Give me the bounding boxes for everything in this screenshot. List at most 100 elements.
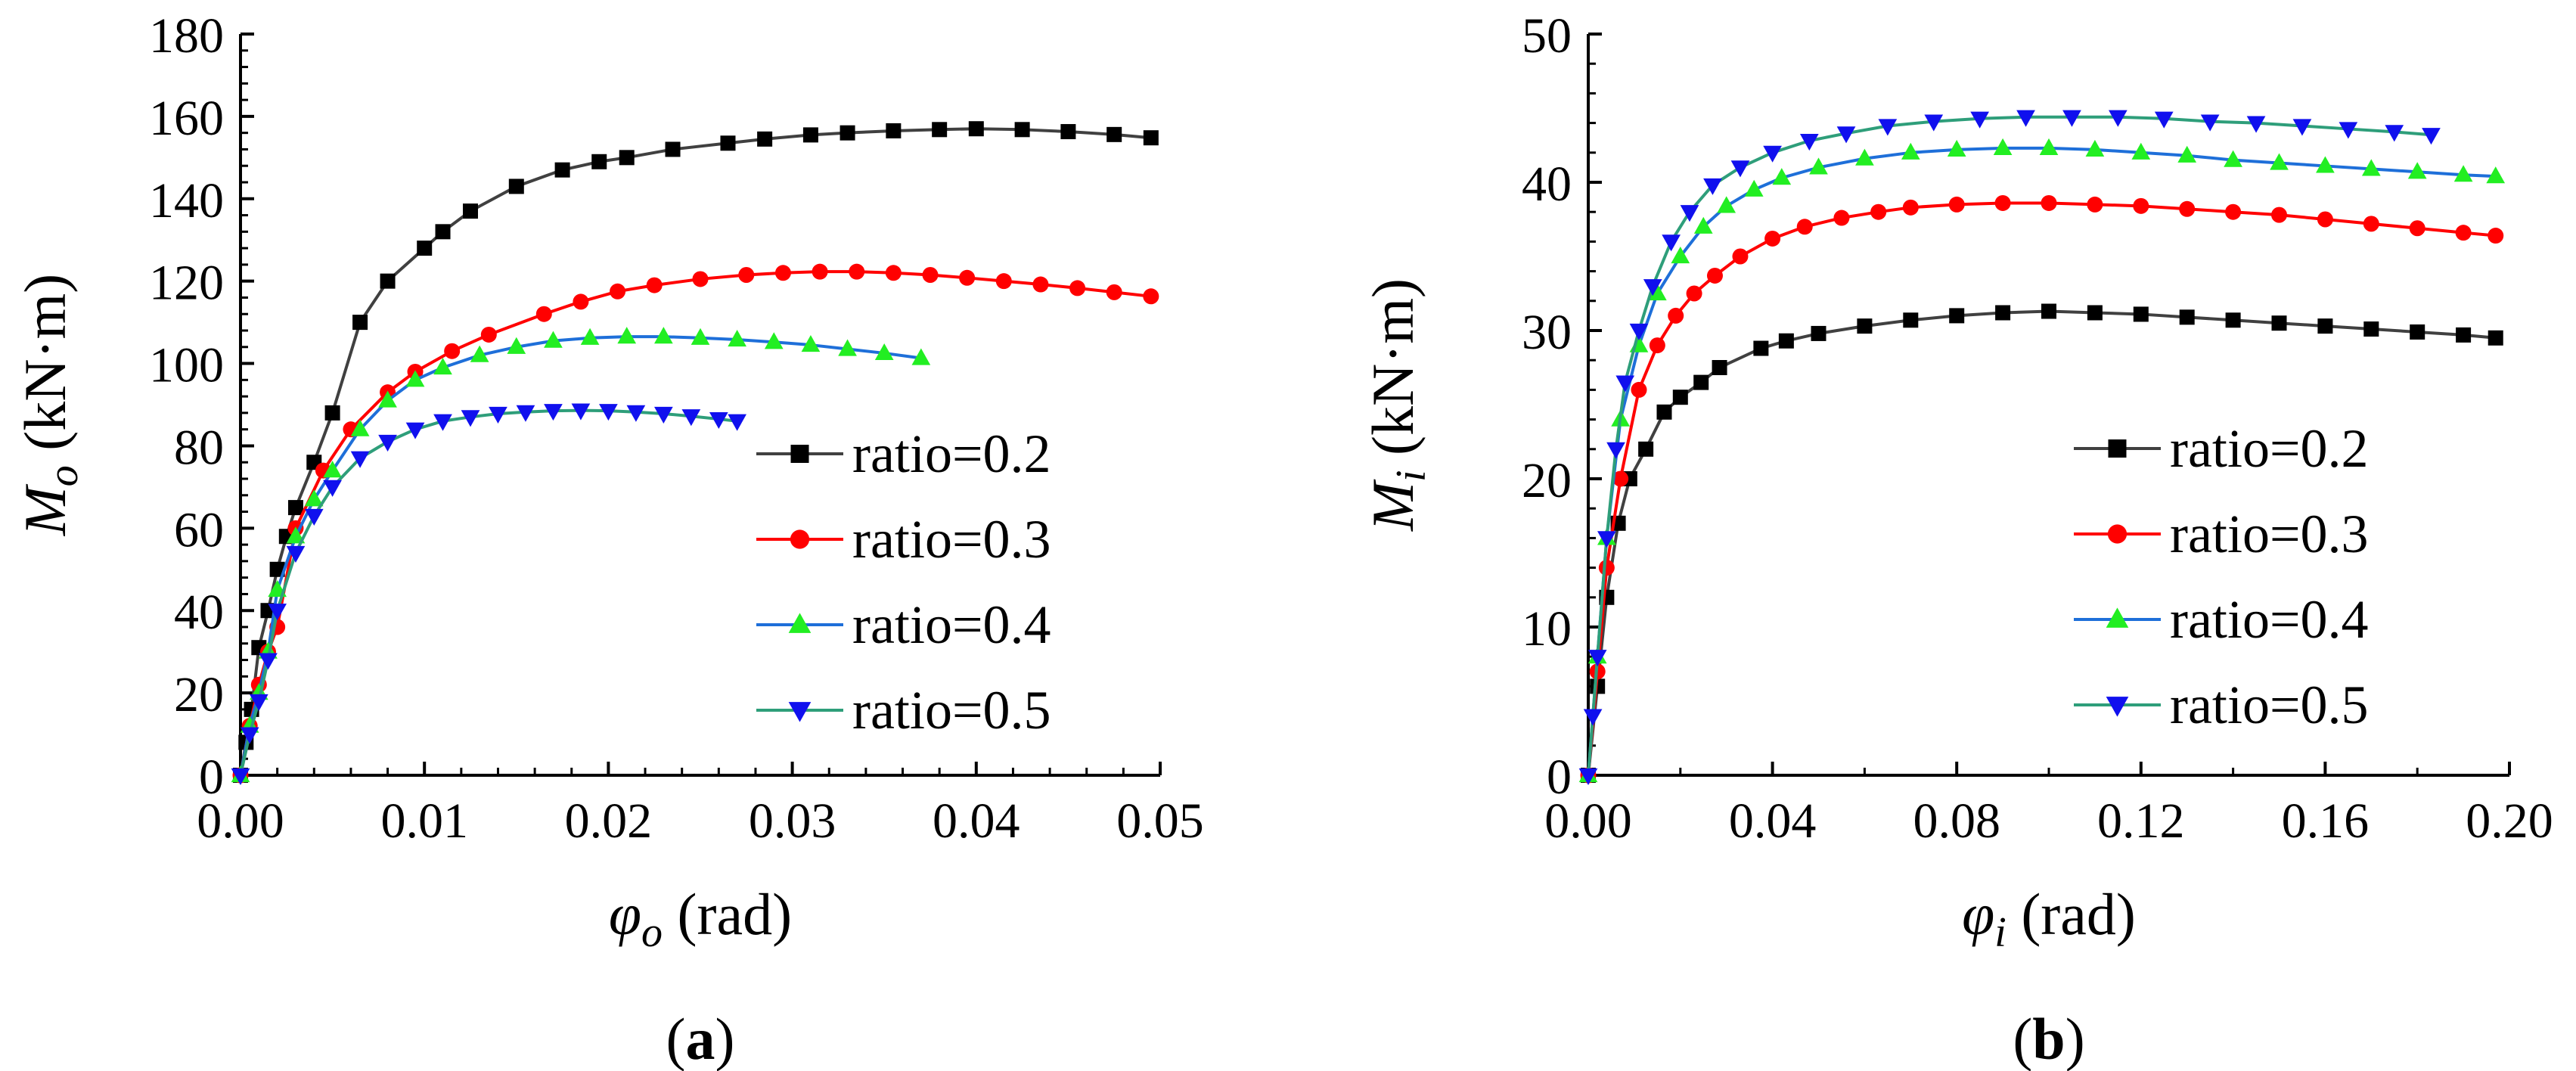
data-point <box>2154 111 2174 129</box>
data-point <box>1649 337 1665 354</box>
data-point <box>2179 309 2195 325</box>
data-point <box>231 768 250 785</box>
data-point <box>886 123 902 138</box>
legend-label: ratio=0.4 <box>2170 589 2369 650</box>
data-point <box>709 411 728 430</box>
data-point <box>535 306 552 322</box>
y-tick-label: 60 <box>174 502 224 557</box>
data-point <box>2133 197 2149 214</box>
legend-label: ratio=0.2 <box>2170 418 2369 479</box>
data-point <box>1833 210 1850 226</box>
data-point <box>2363 216 2379 232</box>
legend-label: ratio=0.5 <box>852 680 1051 740</box>
legend-marker <box>2106 607 2129 628</box>
y-tick-label: 40 <box>174 585 224 640</box>
data-point <box>1809 157 1828 175</box>
data-point <box>1763 145 1782 163</box>
y-tick-label: 30 <box>1522 305 1572 360</box>
data-point <box>692 271 709 287</box>
data-point <box>1717 196 1736 213</box>
data-point <box>874 343 894 361</box>
data-point <box>405 370 425 387</box>
series-ratio=0.4 <box>231 327 931 783</box>
data-point <box>2087 305 2103 321</box>
data-point <box>573 293 589 310</box>
legend: ratio=0.2 ratio=0.3 ratio=0.4 ratio=0.5 <box>2074 418 2369 735</box>
data-point <box>720 135 736 151</box>
data-point <box>1764 230 1781 247</box>
data-point <box>470 345 489 362</box>
data-point <box>433 358 452 375</box>
data-point <box>1948 196 1965 213</box>
data-point <box>1744 179 1764 197</box>
data-point <box>2316 156 2335 173</box>
data-point <box>2409 220 2425 237</box>
data-point <box>1143 130 1159 146</box>
data-point <box>1615 375 1635 393</box>
data-point <box>463 203 478 219</box>
data-point <box>2177 145 2197 163</box>
data-point <box>1857 318 1873 334</box>
y-tick-label: 20 <box>1522 453 1572 508</box>
data-point <box>2410 324 2425 340</box>
y-axis-label: Mi (kN·m) <box>1360 278 1435 532</box>
data-point <box>691 328 710 345</box>
data-point <box>610 283 626 300</box>
data-point <box>1993 138 2013 156</box>
data-point <box>1106 284 1122 300</box>
data-point <box>1712 360 1727 375</box>
data-point <box>2246 116 2266 133</box>
data-point <box>544 404 563 421</box>
y-tick-label: 0 <box>1547 750 1572 805</box>
data-point <box>508 178 524 194</box>
data-point <box>911 348 931 365</box>
data-point <box>405 422 425 439</box>
data-point <box>571 403 591 421</box>
data-point <box>433 414 452 431</box>
data-point <box>1583 709 1603 726</box>
data-point <box>681 409 701 427</box>
legend-label: ratio=0.5 <box>2170 675 2369 735</box>
data-point <box>286 526 306 544</box>
data-point <box>352 315 368 331</box>
series-ratio=0.5 <box>231 403 746 785</box>
data-point <box>591 154 607 169</box>
data-point <box>812 263 828 280</box>
data-point <box>2339 122 2358 139</box>
y-tick-label: 100 <box>149 338 224 393</box>
data-point <box>268 604 287 621</box>
data-point <box>1612 470 1629 487</box>
data-point <box>516 405 535 422</box>
data-point <box>1730 160 1750 178</box>
x-tick-label: 0.16 <box>2282 793 2370 849</box>
data-point <box>323 461 342 478</box>
data-point <box>2453 165 2473 182</box>
data-point <box>2456 327 2472 343</box>
data-point <box>1901 142 1920 160</box>
data-point <box>2225 312 2241 328</box>
series-line <box>1587 201 2496 776</box>
data-point <box>2486 166 2506 184</box>
data-point <box>435 224 451 240</box>
data-point <box>461 410 480 427</box>
data-point <box>507 337 526 354</box>
legend-label: ratio=0.3 <box>2170 504 2369 564</box>
y-tick-label: 40 <box>1522 157 1572 212</box>
data-point <box>1811 325 1826 341</box>
data-point <box>304 489 324 507</box>
data-point <box>324 405 340 421</box>
data-point <box>287 500 303 516</box>
data-point <box>2317 318 2333 334</box>
data-point <box>646 277 663 293</box>
y-tick-label: 80 <box>174 420 224 475</box>
data-point <box>1995 305 2011 321</box>
legend-marker <box>788 702 812 722</box>
data-point <box>922 267 939 283</box>
y-tick-label: 50 <box>1522 8 1572 64</box>
data-point <box>1631 381 1647 398</box>
data-point <box>1643 279 1662 296</box>
data-point <box>1970 111 1989 129</box>
data-point <box>554 162 570 178</box>
data-point <box>2363 321 2379 337</box>
